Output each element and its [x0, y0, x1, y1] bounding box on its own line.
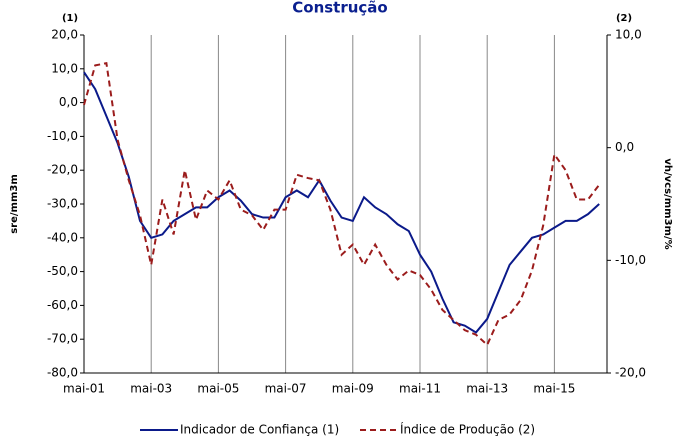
- legend-label: Indicador de Confiança (1): [180, 423, 339, 437]
- y-tick-label: -10,0: [47, 129, 78, 143]
- y-tick-label: -80,0: [47, 366, 78, 380]
- axis-note: (2): [616, 13, 632, 24]
- x-tick-label: mai-05: [197, 382, 239, 396]
- x-tick-label: mai-03: [130, 382, 172, 396]
- y2-tick-label: 10,0: [615, 28, 642, 42]
- x-tick-label: mai-01: [63, 382, 105, 396]
- y-tick-label: -60,0: [47, 298, 78, 312]
- y-tick-label: -50,0: [47, 264, 78, 278]
- y-tick-label: -20,0: [47, 163, 78, 177]
- series-line: [83, 61, 600, 347]
- y-tick-label: -40,0: [47, 230, 78, 244]
- y2-axis-title: vh/vcs/mm3m/%: [662, 158, 673, 249]
- y2-tick-label: -20,0: [615, 366, 646, 380]
- y-tick-label: -30,0: [47, 197, 78, 211]
- axis-note: (1): [62, 13, 78, 24]
- y-tick-label: -70,0: [47, 332, 78, 346]
- y-axis-title: sre/mm3m: [9, 174, 20, 234]
- y2-tick-label: 0,0: [615, 140, 634, 154]
- x-tick-label: mai-15: [533, 382, 575, 396]
- y-tick-label: 0,0: [59, 95, 78, 109]
- chart-title: Construção: [292, 0, 388, 17]
- x-tick-label: mai-11: [399, 382, 441, 396]
- y-tick-label: 10,0: [51, 61, 78, 75]
- legend-label: Índice de Produção (2): [400, 422, 535, 437]
- x-tick-label: mai-13: [466, 382, 508, 396]
- x-tick-label: mai-07: [265, 382, 307, 396]
- y-tick-label: 20,0: [51, 28, 78, 42]
- y2-tick-label: -10,0: [615, 253, 646, 267]
- x-tick-label: mai-09: [332, 382, 374, 396]
